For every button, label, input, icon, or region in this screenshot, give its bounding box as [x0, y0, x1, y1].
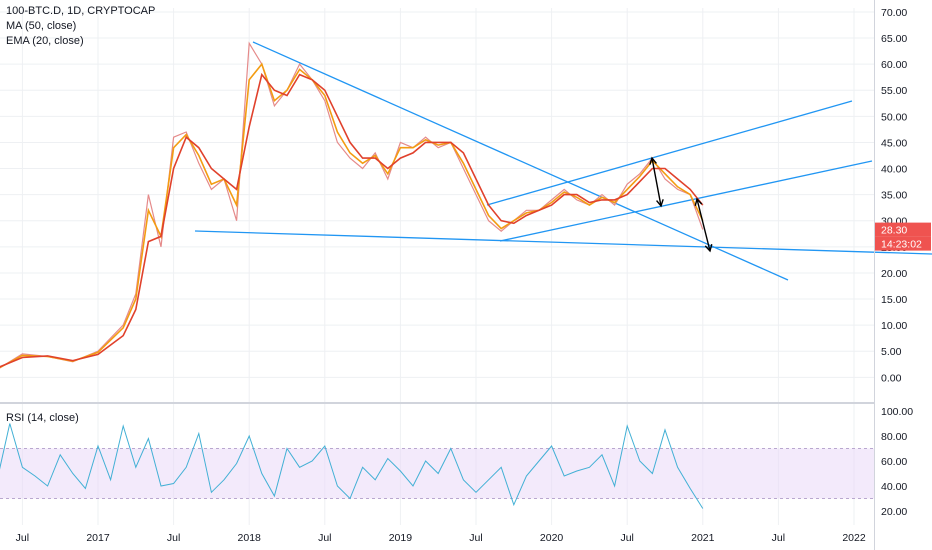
double-arrow[interactable]: [649, 156, 664, 208]
rsi-tick-label: 100.00: [881, 406, 913, 418]
trendline[interactable]: [252, 41, 789, 281]
time-tick-label: 2021: [691, 532, 715, 544]
arrow-shaft: [696, 198, 711, 252]
price-axis[interactable]: 0.005.0010.0015.0020.0025.0030.0035.0040…: [881, 7, 907, 384]
double-arrow[interactable]: [694, 197, 713, 253]
ma-series: [0, 72, 704, 368]
time-axis[interactable]: Jul 2017 Jul 2018 Jul 2019 Jul 2020 Jul 2021 Jul 20…: [16, 532, 866, 544]
ma-legend[interactable]: MA (50, close): [6, 20, 77, 32]
time-tick-label: Jul: [620, 532, 633, 544]
time-tick-label: Jul: [469, 532, 482, 544]
price-tick-label: 60.00: [881, 59, 907, 71]
ema-series: [0, 62, 704, 369]
time-tick-label: 2017: [86, 532, 110, 544]
time-tick-label: 2018: [238, 532, 262, 544]
last-price-label: 28.30: [881, 225, 907, 237]
arrow-head: [694, 197, 703, 206]
rsi-tick-label: 60.00: [881, 456, 907, 468]
trendline[interactable]: [486, 100, 853, 206]
time-tick-label: 2022: [842, 532, 866, 544]
price-tick-label: 5.00: [881, 346, 902, 358]
price-tick-label: 45.00: [881, 137, 907, 149]
price-tick-label: 10.00: [881, 320, 907, 332]
price-tick-label: 70.00: [881, 7, 907, 19]
symbol-legend[interactable]: 100-BTC.D, 1D, CRYPTOCAP: [6, 5, 156, 17]
countdown-badge: [875, 236, 931, 251]
arrow-head: [704, 244, 713, 253]
arrow-shaft: [651, 157, 662, 207]
arrows[interactable]: [649, 156, 713, 253]
ema-legend[interactable]: EMA (20, close): [6, 35, 84, 47]
trendlines[interactable]: [194, 41, 932, 281]
time-tick-label: Jul: [16, 532, 29, 544]
rsi-tick-label: 80.00: [881, 431, 907, 443]
time-tick-label: Jul: [318, 532, 331, 544]
price-tick-label: 0.00: [881, 372, 902, 384]
price-series: [0, 41, 704, 369]
time-tick-label: 2019: [389, 532, 413, 544]
last-price-badge: [875, 222, 931, 237]
time-tick-label: Jul: [772, 532, 785, 544]
price-badges: 28.30 14:23:02: [875, 222, 931, 251]
rsi-band: [0, 448, 874, 499]
trendline[interactable]: [499, 160, 873, 242]
price-tick-label: 55.00: [881, 85, 907, 97]
arrow-head: [656, 199, 664, 208]
rsi-tick-label: 40.00: [881, 481, 907, 493]
chart-grid: [0, 8, 874, 525]
rsi-legend[interactable]: RSI (14, close): [6, 412, 79, 424]
price-tick-label: 20.00: [881, 268, 907, 280]
rsi-axis[interactable]: 20.00 40.00 60.00 80.00 100.00: [881, 406, 913, 518]
price-tick-label: 15.00: [881, 294, 907, 306]
price-tick-label: 50.00: [881, 111, 907, 123]
price-tick-label: 40.00: [881, 164, 907, 176]
countdown-label: 14:23:02: [881, 239, 922, 251]
arrow-head: [649, 156, 657, 165]
rsi-tick-label: 20.00: [881, 506, 907, 518]
time-tick-label: Jul: [167, 532, 180, 544]
time-tick-label: 2020: [540, 532, 564, 544]
trendline[interactable]: [194, 230, 932, 255]
rsi-series: [0, 423, 704, 509]
price-tick-label: 35.00: [881, 190, 907, 202]
price-tick-label: 65.00: [881, 33, 907, 45]
